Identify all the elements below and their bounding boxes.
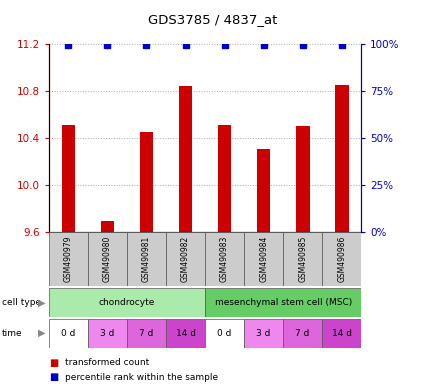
Bar [283, 232, 322, 286]
Text: GSM490984: GSM490984 [259, 236, 268, 282]
Bar [205, 232, 244, 286]
Bar [49, 319, 88, 348]
Bar [88, 232, 127, 286]
Bar [62, 125, 75, 232]
Bar [244, 319, 283, 348]
Bar [88, 319, 127, 348]
Text: GSM490982: GSM490982 [181, 236, 190, 282]
Bar [322, 232, 361, 286]
Text: GSM490986: GSM490986 [337, 236, 346, 282]
Text: transformed count: transformed count [65, 358, 149, 367]
Text: 7 d: 7 d [139, 329, 154, 338]
Text: 14 d: 14 d [332, 329, 352, 338]
Text: percentile rank within the sample: percentile rank within the sample [65, 372, 218, 382]
Bar [166, 319, 205, 348]
Bar [140, 132, 153, 232]
Text: time: time [2, 329, 23, 338]
Bar [127, 319, 166, 348]
Text: cell type: cell type [2, 298, 41, 307]
Text: mesenchymal stem cell (MSC): mesenchymal stem cell (MSC) [215, 298, 352, 307]
Bar [101, 220, 114, 232]
Bar [166, 232, 205, 286]
Bar [244, 232, 283, 286]
Bar [283, 319, 322, 348]
Text: ■: ■ [49, 358, 58, 368]
Text: ▶: ▶ [38, 328, 46, 338]
Text: GSM490983: GSM490983 [220, 236, 229, 282]
Bar [322, 319, 361, 348]
Text: GSM490980: GSM490980 [103, 236, 112, 282]
Text: 3 d: 3 d [256, 329, 271, 338]
Text: chondrocyte: chondrocyte [99, 298, 155, 307]
Text: 3 d: 3 d [100, 329, 115, 338]
Bar [49, 232, 88, 286]
Text: GSM490979: GSM490979 [64, 236, 73, 283]
Text: 0 d: 0 d [218, 329, 232, 338]
Bar [257, 149, 270, 232]
Text: ▶: ▶ [38, 297, 46, 308]
Text: 0 d: 0 d [61, 329, 76, 338]
Bar [205, 288, 361, 317]
Text: GSM490981: GSM490981 [142, 236, 151, 282]
Bar [178, 86, 193, 232]
Text: GDS3785 / 4837_at: GDS3785 / 4837_at [148, 13, 277, 26]
Bar [296, 126, 309, 232]
Bar [205, 319, 244, 348]
Bar [127, 232, 166, 286]
Text: 7 d: 7 d [295, 329, 310, 338]
Bar [49, 288, 205, 317]
Bar [335, 85, 348, 232]
Text: GSM490985: GSM490985 [298, 236, 307, 282]
Bar [218, 125, 232, 232]
Text: 14 d: 14 d [176, 329, 196, 338]
Text: ■: ■ [49, 372, 58, 382]
